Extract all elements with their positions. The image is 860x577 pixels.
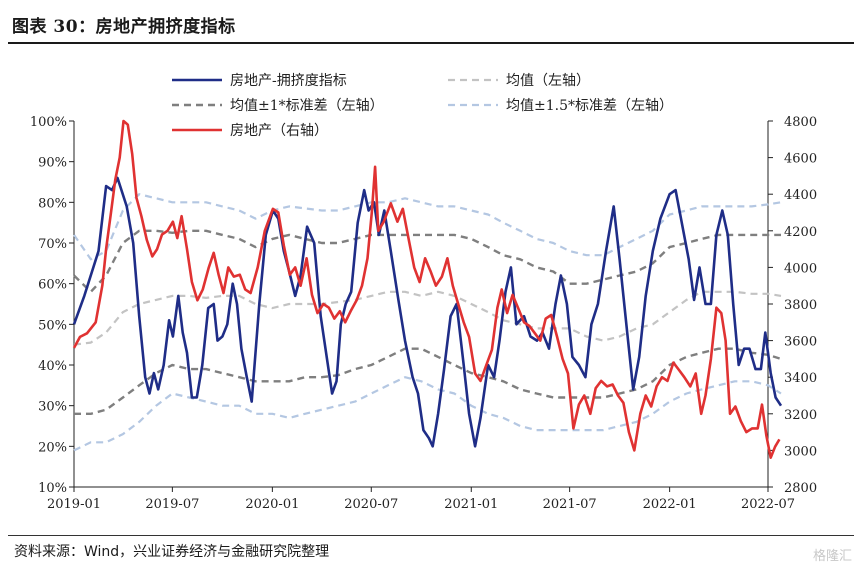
source-rule bbox=[8, 535, 854, 536]
y-right-tick-label: 4800 bbox=[784, 115, 817, 130]
chart: 10% 20% 30% 40% 50% 60% 70% 80% 90% 100% 2800 3000 3… bbox=[30, 73, 817, 512]
y-left-tick-label: 100% bbox=[30, 115, 67, 130]
y-left-tick-label: 50% bbox=[38, 318, 67, 333]
y-left-tick-label: 20% bbox=[38, 440, 67, 455]
y-left-tick-label: 30% bbox=[38, 400, 67, 415]
title-rule bbox=[8, 42, 854, 44]
legend-label-crowding-index: 房地产-拥挤度指标 bbox=[230, 73, 347, 89]
legend-label-band-1-std: 均值±1*标准差（左轴） bbox=[230, 98, 384, 114]
y-left-tick-label: 60% bbox=[38, 278, 67, 293]
y-left-tick-label: 90% bbox=[38, 156, 67, 171]
x-tick-label: 2020-01 bbox=[245, 497, 299, 512]
y-right-tick-label: 4600 bbox=[784, 152, 817, 167]
legend-label-band-1-5-std: 均值±1.5*标准差（左轴） bbox=[506, 98, 673, 114]
source-note: 资料来源：Wind，兴业证券经济与金融研究院整理 bbox=[14, 544, 330, 560]
y-left-tick-label: 10% bbox=[38, 481, 67, 496]
series-line-real-estate-index bbox=[72, 119, 781, 460]
legend-label-real-estate-index: 房地产（右轴） bbox=[230, 123, 328, 139]
y-left-tick-label: 40% bbox=[38, 359, 67, 374]
y-right-tick-label: 4000 bbox=[784, 261, 817, 276]
y-right-tick-label: 4200 bbox=[784, 225, 817, 240]
series-line-crowding-index bbox=[72, 176, 783, 448]
series-line-band-1-5-std bbox=[73, 193, 782, 261]
watermark: 格隆汇 bbox=[812, 549, 852, 564]
y-right-tick-label: 3800 bbox=[784, 298, 817, 313]
x-tick-label: 2021-07 bbox=[543, 497, 597, 512]
series-line-band-1-std bbox=[73, 229, 781, 293]
x-tick-label: 2020-07 bbox=[344, 497, 398, 512]
figure-title: 图表 30：房地产拥挤度指标 bbox=[12, 17, 236, 37]
y-right-tick-label: 3000 bbox=[784, 444, 817, 459]
series-line-band-1-5-std bbox=[73, 376, 782, 452]
y-right-tick-label: 4400 bbox=[784, 188, 817, 203]
x-tick-label: 2022-07 bbox=[741, 497, 795, 512]
y-right-tick-label: 3200 bbox=[784, 408, 817, 423]
series-line-band-1-std bbox=[74, 347, 782, 415]
y-left-tick-label: 80% bbox=[38, 196, 67, 211]
x-tick-label: 2021-01 bbox=[444, 497, 498, 512]
y-right-tick-label: 2800 bbox=[784, 481, 817, 496]
y-right-tick-label: 3600 bbox=[784, 335, 817, 350]
series-line-mean bbox=[73, 290, 782, 346]
x-tick-label: 2019-07 bbox=[145, 497, 199, 512]
y-right-tick-label: 3400 bbox=[784, 371, 817, 386]
y-left-tick-label: 70% bbox=[38, 237, 67, 252]
legend-label-mean: 均值（左轴） bbox=[506, 73, 590, 89]
x-tick-label: 2022-01 bbox=[643, 497, 697, 512]
x-tick-label: 2019-01 bbox=[47, 497, 101, 512]
